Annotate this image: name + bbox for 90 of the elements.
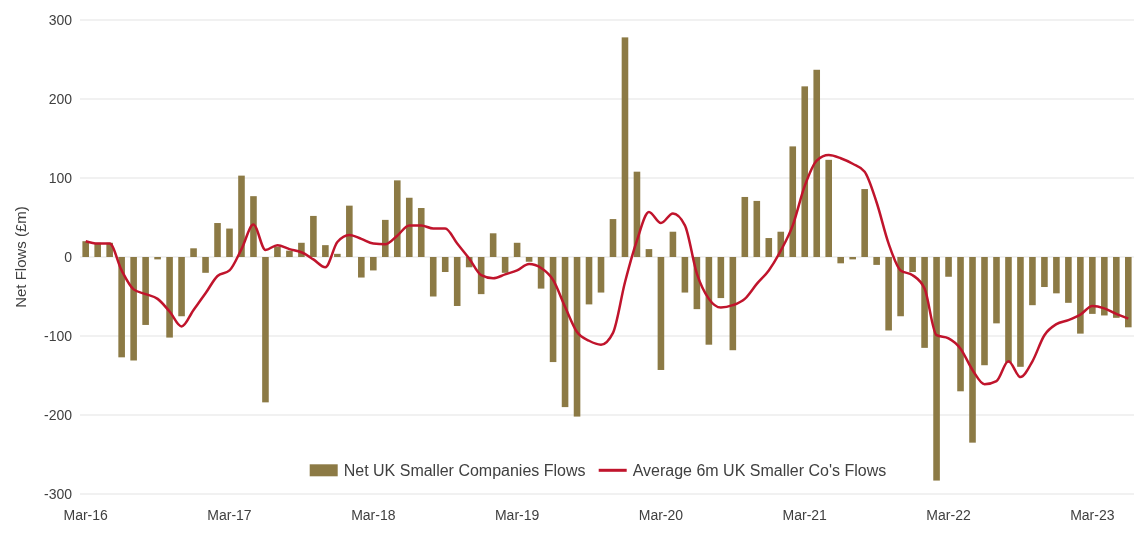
bar — [969, 257, 976, 443]
bar — [429, 257, 437, 297]
bar — [873, 257, 880, 265]
bar — [837, 257, 844, 264]
y-tick-label: -200 — [43, 406, 73, 423]
bar — [118, 257, 125, 358]
bar — [789, 146, 797, 257]
bar — [453, 257, 461, 306]
y-tick-label: 200 — [48, 90, 73, 107]
bar — [681, 257, 689, 293]
bar — [274, 246, 281, 257]
bar — [82, 241, 89, 257]
bar — [993, 257, 1000, 324]
x-tick-label: Mar-22 — [926, 507, 971, 523]
bar — [1041, 257, 1048, 288]
bar — [1053, 257, 1060, 294]
bar — [190, 248, 197, 257]
bar — [334, 253, 341, 257]
bar — [933, 257, 940, 481]
bar — [166, 257, 173, 338]
bar — [897, 257, 904, 317]
bar — [1065, 257, 1072, 303]
bar — [1005, 257, 1012, 363]
bar — [885, 257, 892, 331]
bar — [130, 257, 137, 361]
bar — [405, 197, 413, 257]
bar — [382, 219, 389, 257]
bar — [441, 257, 449, 273]
bar — [1125, 257, 1132, 328]
bar — [657, 257, 665, 370]
bar — [981, 257, 988, 366]
bar — [741, 196, 749, 257]
bar — [178, 257, 185, 317]
x-tick-label: Mar-16 — [63, 507, 109, 523]
bar — [801, 86, 809, 257]
bar — [370, 257, 377, 271]
bar — [585, 257, 593, 305]
bar — [609, 219, 617, 257]
bar — [753, 200, 761, 257]
bar — [393, 180, 401, 257]
bar — [1089, 257, 1096, 314]
y-tick-label: -300 — [43, 485, 73, 502]
bar — [717, 257, 725, 299]
bar — [238, 175, 245, 257]
bar — [417, 208, 425, 257]
bar — [621, 37, 629, 257]
bar — [813, 69, 821, 257]
bar — [1101, 257, 1108, 316]
bar — [214, 223, 221, 257]
bar — [1017, 257, 1024, 367]
y-tick-label: -100 — [43, 327, 73, 344]
bar — [226, 228, 233, 257]
y-tick-label: 300 — [48, 11, 73, 28]
bar — [597, 257, 605, 293]
bar — [262, 257, 269, 403]
bar — [945, 257, 952, 277]
y-tick-label: 100 — [48, 169, 73, 186]
line-series — [84, 153, 1130, 386]
bar — [861, 189, 868, 257]
bar — [957, 257, 964, 392]
bar — [142, 257, 149, 325]
bar — [1077, 257, 1084, 334]
bar — [645, 249, 653, 257]
bar — [310, 215, 317, 257]
bar — [322, 245, 329, 257]
bar — [358, 257, 365, 278]
y-tick-label: 0 — [64, 248, 73, 265]
bar — [669, 231, 677, 257]
x-tick-label: Mar-17 — [207, 507, 252, 523]
bar — [909, 257, 916, 273]
x-tick-label: Mar-20 — [638, 507, 684, 523]
bar — [921, 257, 928, 348]
x-tick-label: Mar-19 — [494, 507, 540, 523]
bar — [501, 257, 509, 273]
bar — [525, 257, 533, 262]
legend-label: Average 6m UK Smaller Co's Flows — [632, 461, 887, 479]
bar — [1029, 257, 1036, 306]
bar — [825, 159, 832, 257]
bar — [202, 257, 209, 273]
bar — [1113, 257, 1120, 318]
bar — [250, 196, 257, 257]
bar — [489, 233, 497, 257]
legend-label: Net UK Smaller Companies Flows — [343, 461, 586, 479]
y-axis-title: Net Flows (£m) — [12, 206, 29, 308]
bar — [765, 238, 773, 257]
x-tick-label: Mar-21 — [782, 507, 828, 523]
x-tick-label: Mar-23 — [1070, 507, 1115, 523]
x-tick-label: Mar-18 — [351, 507, 396, 523]
bar — [286, 250, 293, 257]
bar — [346, 205, 353, 257]
